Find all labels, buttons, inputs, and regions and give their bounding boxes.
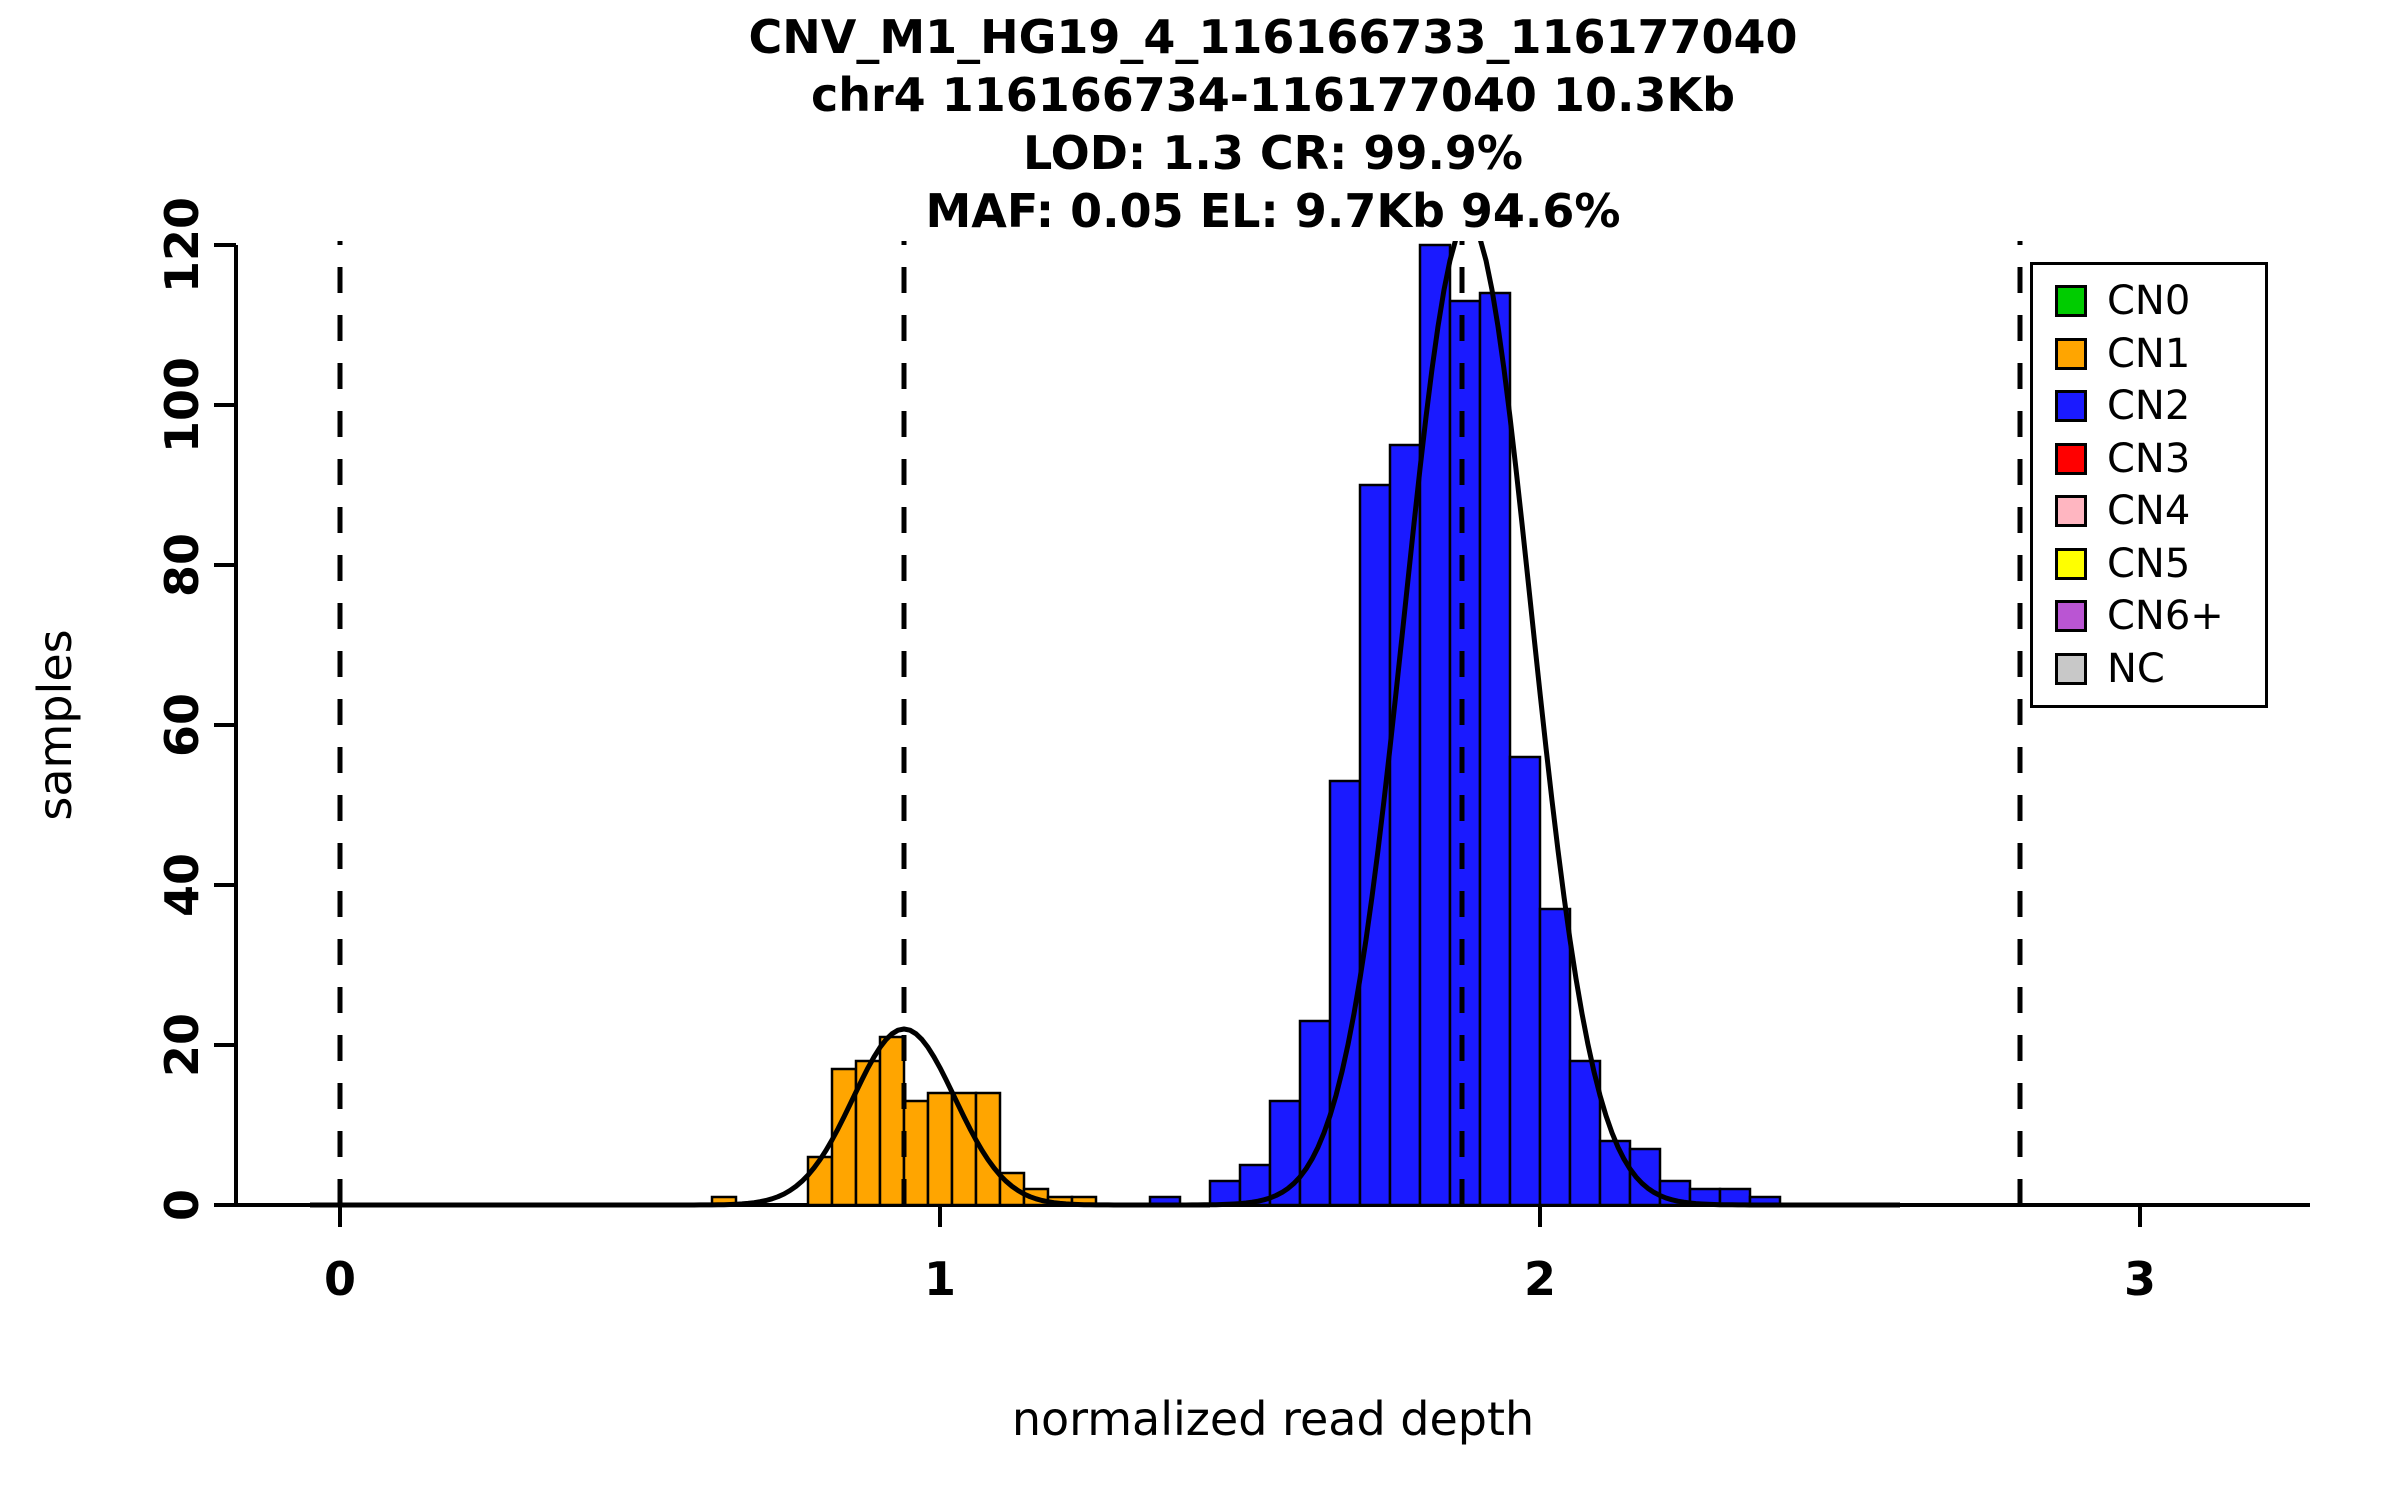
legend-swatch-nc (2055, 652, 2087, 685)
legend-swatch-cn3 (2055, 442, 2087, 475)
y-tick-label: 40 (155, 853, 209, 917)
legend-label: CN5 (2107, 540, 2191, 587)
CN2-gaussian-fit (1120, 241, 1900, 1208)
histogram-bar-cn1 (926, 1091, 954, 1207)
histogram-bar-cn2 (1508, 755, 1542, 1207)
histogram-bar-cn2 (1238, 1163, 1272, 1207)
histogram-bar-cn1 (878, 1035, 906, 1207)
histogram-bar-cn1 (950, 1091, 978, 1207)
chart-title-block: CNV_M1_HG19_4_116166733_116177040 chr4 1… (236, 8, 2310, 240)
legend-label: CN0 (2107, 278, 2191, 325)
legend-swatch-cn6plus (2055, 600, 2087, 633)
legend-label: NC (2107, 645, 2165, 692)
histogram-bar-cn2 (1448, 299, 1482, 1207)
legend-label: CN6+ (2107, 593, 2224, 640)
legend-item-cn4: CN4 (2055, 488, 2265, 534)
legend-item-nc: NC (2055, 646, 2265, 692)
y-tick-label: 60 (155, 693, 209, 757)
legend-box: CN0 CN1 CN2 CN3 CN4 CN5 CN6+ NC (2030, 262, 2268, 708)
histogram-bar-cn2 (1388, 443, 1422, 1207)
legend-item-cn1: CN1 (2055, 331, 2265, 377)
legend-label: CN1 (2107, 330, 2191, 377)
histogram-bar-cn2 (1478, 291, 1512, 1207)
legend-swatch-cn0 (2055, 285, 2087, 318)
chart-title-line-1: CNV_M1_HG19_4_116166733_116177040 (748, 10, 1798, 64)
x-tick-label: 2 (1524, 1252, 1556, 1306)
legend-item-cn6plus: CN6+ (2055, 593, 2265, 639)
legend-item-cn3: CN3 (2055, 436, 2265, 482)
legend-label: CN3 (2107, 435, 2191, 482)
chart-title-line-4: MAF: 0.05 EL: 9.7Kb 94.6% (925, 184, 1621, 238)
legend-item-cn2: CN2 (2055, 383, 2265, 429)
chart-title-line-2: chr4 116166734-116177040 10.3Kb (810, 68, 1736, 122)
y-tick-label: 100 (155, 357, 209, 453)
y-tick-label: 120 (155, 197, 209, 293)
histogram-bar-cn1 (806, 1155, 834, 1207)
x-tick-label: 1 (924, 1252, 956, 1306)
histogram-bar-cn2 (1598, 1139, 1632, 1207)
legend-swatch-cn5 (2055, 547, 2087, 580)
chart-title-line-3: LOD: 1.3 CR: 99.9% (1022, 126, 1524, 180)
y-axis-title: samples (28, 629, 82, 821)
histogram-bar-cn2 (1538, 907, 1572, 1207)
histogram-bar-cn2 (1418, 243, 1452, 1207)
legend-item-cn5: CN5 (2055, 541, 2265, 587)
y-tick-label: 20 (155, 1013, 209, 1077)
legend-swatch-cn1 (2055, 337, 2087, 370)
x-tick-label: 3 (2124, 1252, 2156, 1306)
x-tick-label: 0 (324, 1252, 356, 1306)
legend-item-cn0: CN0 (2055, 278, 2265, 324)
histogram-bar-cn1 (902, 1099, 930, 1207)
y-tick-label: 0 (155, 1189, 209, 1221)
histogram-bar-cn2 (1358, 483, 1392, 1207)
legend-label: CN2 (2107, 383, 2191, 430)
x-axis-title: normalized read depth (1011, 1392, 1535, 1446)
y-tick-label: 80 (155, 533, 209, 597)
legend-swatch-cn2 (2055, 390, 2087, 423)
histogram-bar-cn2 (1298, 1019, 1332, 1207)
legend-swatch-cn4 (2055, 495, 2087, 528)
CN1-gaussian-fit (310, 1026, 1210, 1208)
legend-label: CN4 (2107, 488, 2191, 535)
